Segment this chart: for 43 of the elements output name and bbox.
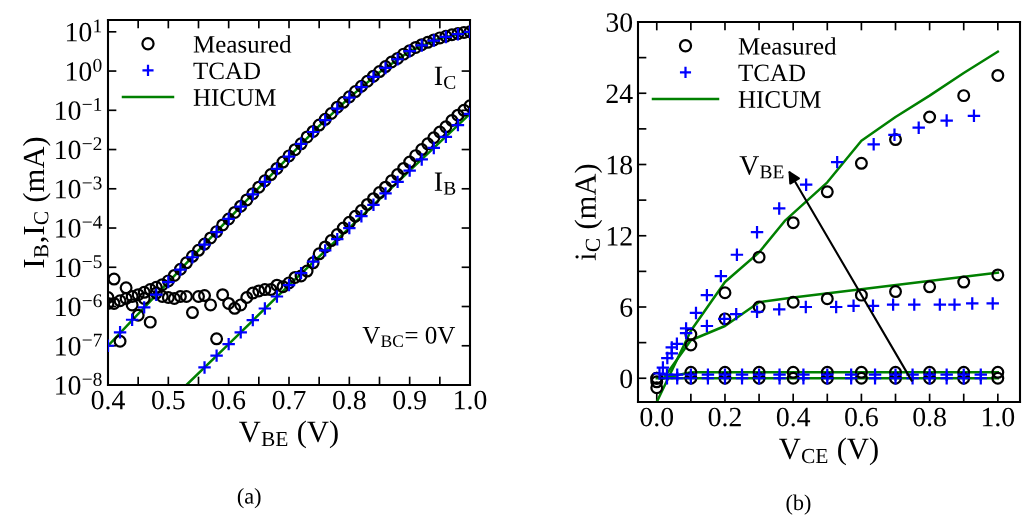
y-tick-label: 10$^{−7}$ <box>56 333 102 356</box>
y-tick-label: 10$^{−6}$ <box>56 294 102 317</box>
x-tick-label: 0.6 <box>845 407 878 427</box>
legend-label: Measured <box>193 35 292 53</box>
y-tick-label: 18 <box>607 155 633 175</box>
y-tick-label: 10$^{−4}$ <box>56 215 103 238</box>
legend-label: HICUM <box>738 91 821 108</box>
y-tick-label: 10$^{−5}$ <box>56 255 102 278</box>
legend-label: TCAD <box>193 62 261 80</box>
y-tick-label: 30 <box>606 13 633 32</box>
x-tick-label: 0.4 <box>776 407 811 427</box>
text: (b) <box>786 494 811 515</box>
y-tick-label: 6 <box>620 298 633 317</box>
y-tick-label: 24 <box>606 84 633 103</box>
x-tick-label: 0.5 <box>152 390 185 410</box>
x-tick-label: 0.8 <box>913 407 946 427</box>
x-axis-title: V$_{CE}$ (V) <box>779 437 878 466</box>
x-tick-label: 0.0 <box>640 407 674 427</box>
x-tick-label: 0.7 <box>272 390 306 410</box>
x-tick-label: 1.0 <box>455 390 487 410</box>
annotation: V$_{BE}$ <box>739 156 784 179</box>
text: (a) <box>237 488 261 509</box>
x-tick-label: 0.9 <box>393 390 426 410</box>
x-axis-title: V$_{BE}$ (V) <box>239 420 338 449</box>
annotation: V$_{BC}$= 0V <box>362 326 456 348</box>
x-tick-label: 1.0 <box>982 407 1015 427</box>
x-tick-label: 0.8 <box>333 390 366 410</box>
y-tick-label: 10$^{0}$ <box>66 58 102 81</box>
y-tick-label: 10$^{−2}$ <box>56 137 102 160</box>
legend-label: Measured <box>738 37 837 55</box>
y-tick-label: 0 <box>620 369 633 389</box>
x-tick-label: 0.6 <box>212 390 246 410</box>
y-tick-label: 10$^{−1}$ <box>56 97 102 121</box>
y-tick-label: 12 <box>607 226 632 246</box>
x-tick-label: 0.2 <box>708 407 741 427</box>
y-tick-label: 10$^{1}$ <box>66 19 102 42</box>
y-axis-title: i$_{C}$ (mA) <box>574 164 603 261</box>
legend-label: TCAD <box>738 64 806 82</box>
y-tick-label: 10$^{−3}$ <box>56 176 102 199</box>
legend-label: HICUM <box>193 89 276 106</box>
y-axis-title: I$_{B}$,I$_{C}$ (mA) <box>22 137 51 268</box>
annotation: I$_{C}$ <box>434 66 456 89</box>
annotation: I$_{B}$ <box>434 172 456 195</box>
